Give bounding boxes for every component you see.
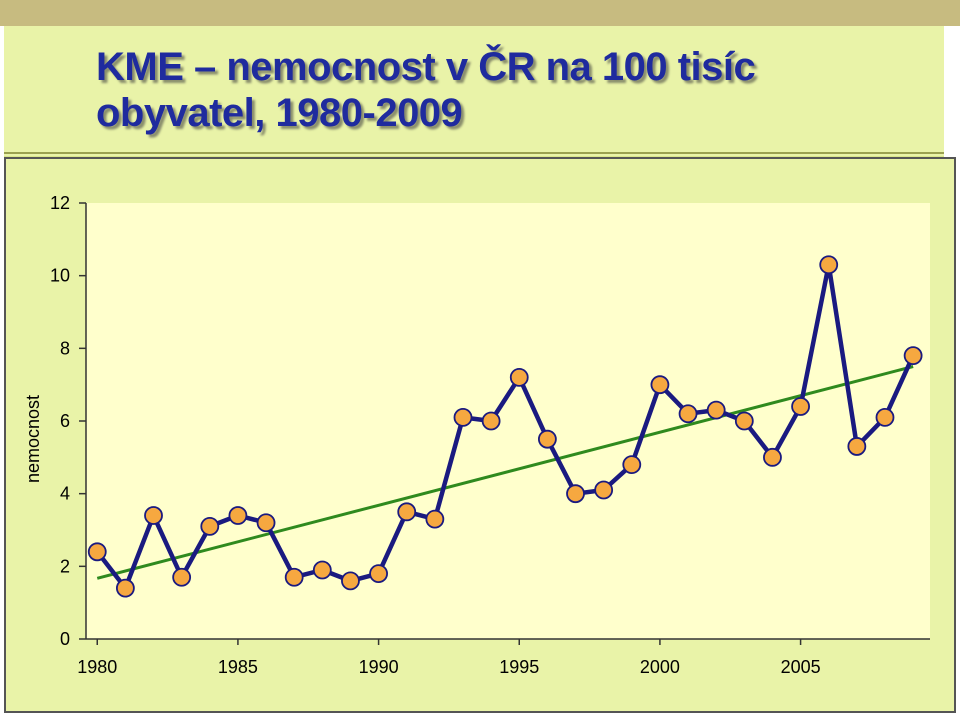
slide-title: KME – nemocnost v ČR na 100 tisíc obyvat…	[96, 44, 756, 136]
title-underline	[4, 152, 944, 154]
data-point	[734, 411, 754, 431]
trend-layer	[96, 365, 914, 580]
data-point	[791, 397, 810, 416]
trend-line	[96, 365, 914, 580]
data-point	[453, 407, 473, 427]
markers-layer	[87, 255, 923, 598]
data-point	[200, 516, 220, 536]
data-point	[594, 480, 614, 500]
data-point	[312, 560, 332, 580]
data-point	[87, 542, 107, 562]
data-point	[256, 513, 276, 533]
x-tick-label: 2005	[781, 657, 821, 677]
x-tick-label: 2000	[640, 657, 680, 677]
data-point	[678, 404, 698, 424]
data-point	[819, 255, 839, 275]
y-tick-label: 4	[60, 484, 70, 504]
y-tick-label: 10	[50, 266, 70, 286]
y-tick-label: 0	[60, 629, 70, 649]
data-point	[228, 506, 248, 525]
data-point	[875, 407, 895, 427]
x-tick-label: 1985	[218, 657, 258, 677]
title-line-2: obyvatel, 1980-2009	[96, 91, 463, 135]
data-point	[397, 502, 417, 522]
data-point	[537, 429, 557, 449]
data-point	[425, 509, 445, 529]
data-point	[509, 367, 529, 387]
data-point	[172, 567, 192, 587]
data-point	[481, 411, 501, 431]
data-point	[566, 484, 585, 504]
data-point	[284, 567, 304, 587]
data-point	[763, 447, 782, 467]
chart-frame: 0 2 4 6 8 10 12 1980 1985 1990 1995 2000 2005 nemocn…	[4, 157, 956, 713]
title-line-1: KME – nemocnost v ČR na 100 tisíc	[96, 45, 756, 89]
x-tick-label: 1980	[77, 657, 117, 677]
data-point	[706, 400, 726, 420]
y-axis-title: nemocnost	[23, 395, 43, 483]
y-tick-label: 12	[50, 193, 70, 213]
line-chart: 0 2 4 6 8 10 12 1980 1985 1990 1995 2000 2005 nemocn…	[23, 193, 930, 677]
x-tick-label: 1990	[359, 657, 399, 677]
axes: 0 2 4 6 8 10 12 1980 1985 1990 1995 2000 2005	[50, 193, 930, 677]
data-point	[903, 346, 923, 366]
data-point	[115, 578, 135, 598]
x-tick-label: 1995	[499, 657, 539, 677]
data-point	[847, 437, 867, 456]
data-point	[650, 375, 670, 395]
y-tick-label: 8	[60, 338, 70, 358]
plot-area	[86, 203, 930, 639]
data-point	[622, 455, 642, 475]
data-point	[341, 571, 360, 591]
y-tick-label: 6	[60, 411, 70, 431]
data-point	[144, 506, 163, 525]
y-tick-label: 2	[60, 556, 70, 576]
data-point	[369, 564, 388, 584]
